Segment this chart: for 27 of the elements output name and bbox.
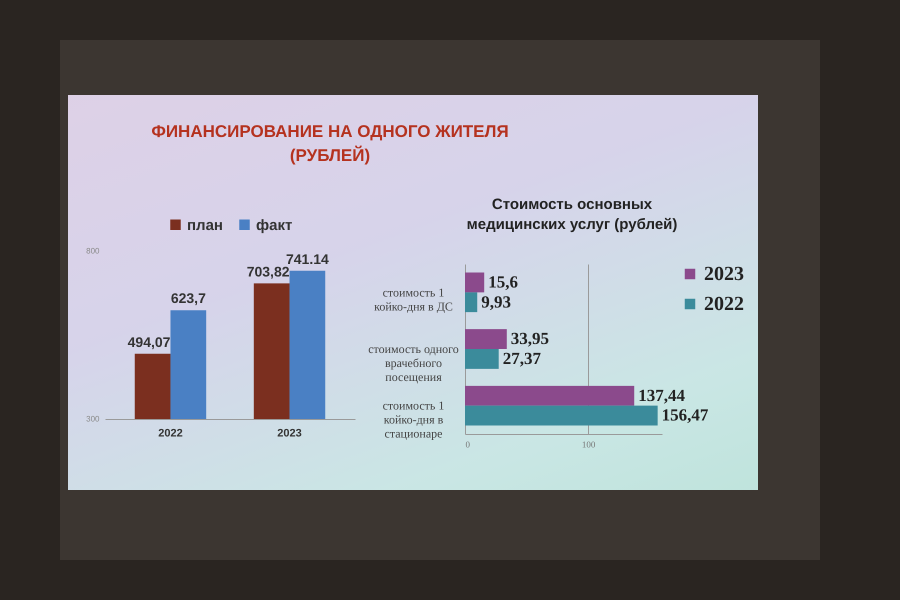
x-tick-label: 0 — [466, 440, 470, 450]
data-label: 33,95 — [510, 329, 550, 348]
bar — [465, 406, 658, 426]
data-label: 9,93 — [481, 292, 511, 312]
y-tick-label: стоимость 1 койко-дня в стационаре — [382, 398, 444, 441]
legend-label: 2023 — [704, 263, 744, 285]
x-tick-label: 100 — [582, 440, 596, 450]
chart-title: ФИНАНСИРОВАНИЕ НА ОДНОГО ЖИТЕЛЯ (РУБЛЕЙ) — [150, 121, 510, 167]
data-label: 15,6 — [488, 272, 518, 292]
data-label: 27,37 — [502, 348, 542, 368]
bar — [465, 329, 507, 349]
y-tick-label: 300 — [86, 414, 100, 424]
legend-label: план — [187, 216, 223, 234]
legend-label: факт — [256, 216, 292, 234]
bar — [465, 272, 484, 292]
bar — [465, 292, 478, 312]
data-label: 494,07 — [128, 334, 171, 350]
data-label: 137,44 — [638, 386, 686, 405]
bar — [465, 349, 499, 369]
chart-title: Стоимость основных медицинских услуг (рублей) — [466, 195, 678, 235]
y-tick-label: стоимость 1 койко-дня в ДС — [374, 285, 453, 314]
y-tick-label: стоимость одного врачебного посещения — [368, 342, 459, 384]
data-label: 156,47 — [662, 406, 709, 425]
y-tick-label: 800 — [86, 246, 100, 256]
bar — [465, 386, 634, 406]
legend-label: 2022 — [704, 293, 744, 315]
data-label: 623,7 — [170, 290, 206, 306]
